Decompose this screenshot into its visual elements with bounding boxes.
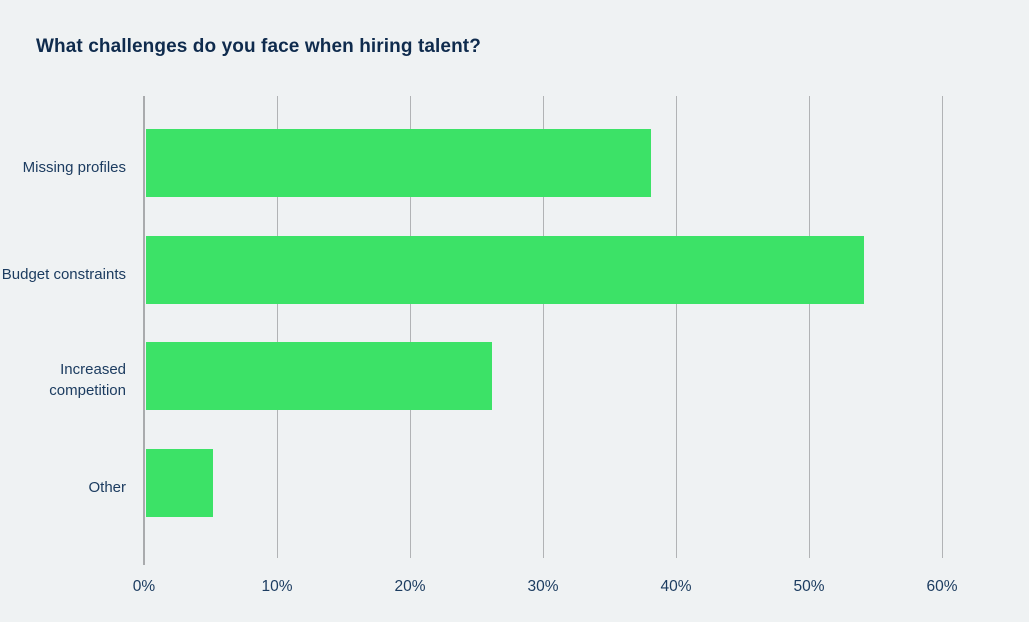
gridline	[542, 96, 544, 558]
category-label: Increased competition	[49, 361, 126, 399]
plot-area	[143, 96, 943, 565]
bar	[146, 342, 492, 410]
x-tick-label: 10%	[261, 578, 293, 595]
x-tick-label: 30%	[527, 578, 559, 595]
chart-title: What challenges do you face when hiring …	[36, 36, 481, 57]
x-tick-label: 50%	[793, 578, 825, 595]
x-tick-label: 40%	[660, 578, 692, 595]
gridline	[941, 96, 943, 558]
gridline	[675, 96, 677, 558]
bar	[146, 129, 651, 197]
bar	[146, 236, 864, 304]
x-tick-label: 20%	[394, 578, 426, 595]
category-label: Missing profiles	[22, 158, 126, 176]
category-label: Budget constraints	[1, 265, 126, 283]
gridline	[808, 96, 810, 558]
category-label: Other	[88, 478, 126, 496]
x-tick-label: 60%	[926, 578, 958, 595]
gridline	[276, 96, 278, 558]
bar	[146, 449, 213, 517]
x-tick-label: 0%	[132, 578, 156, 595]
y-axis-line	[143, 96, 145, 565]
gridline	[409, 96, 411, 558]
